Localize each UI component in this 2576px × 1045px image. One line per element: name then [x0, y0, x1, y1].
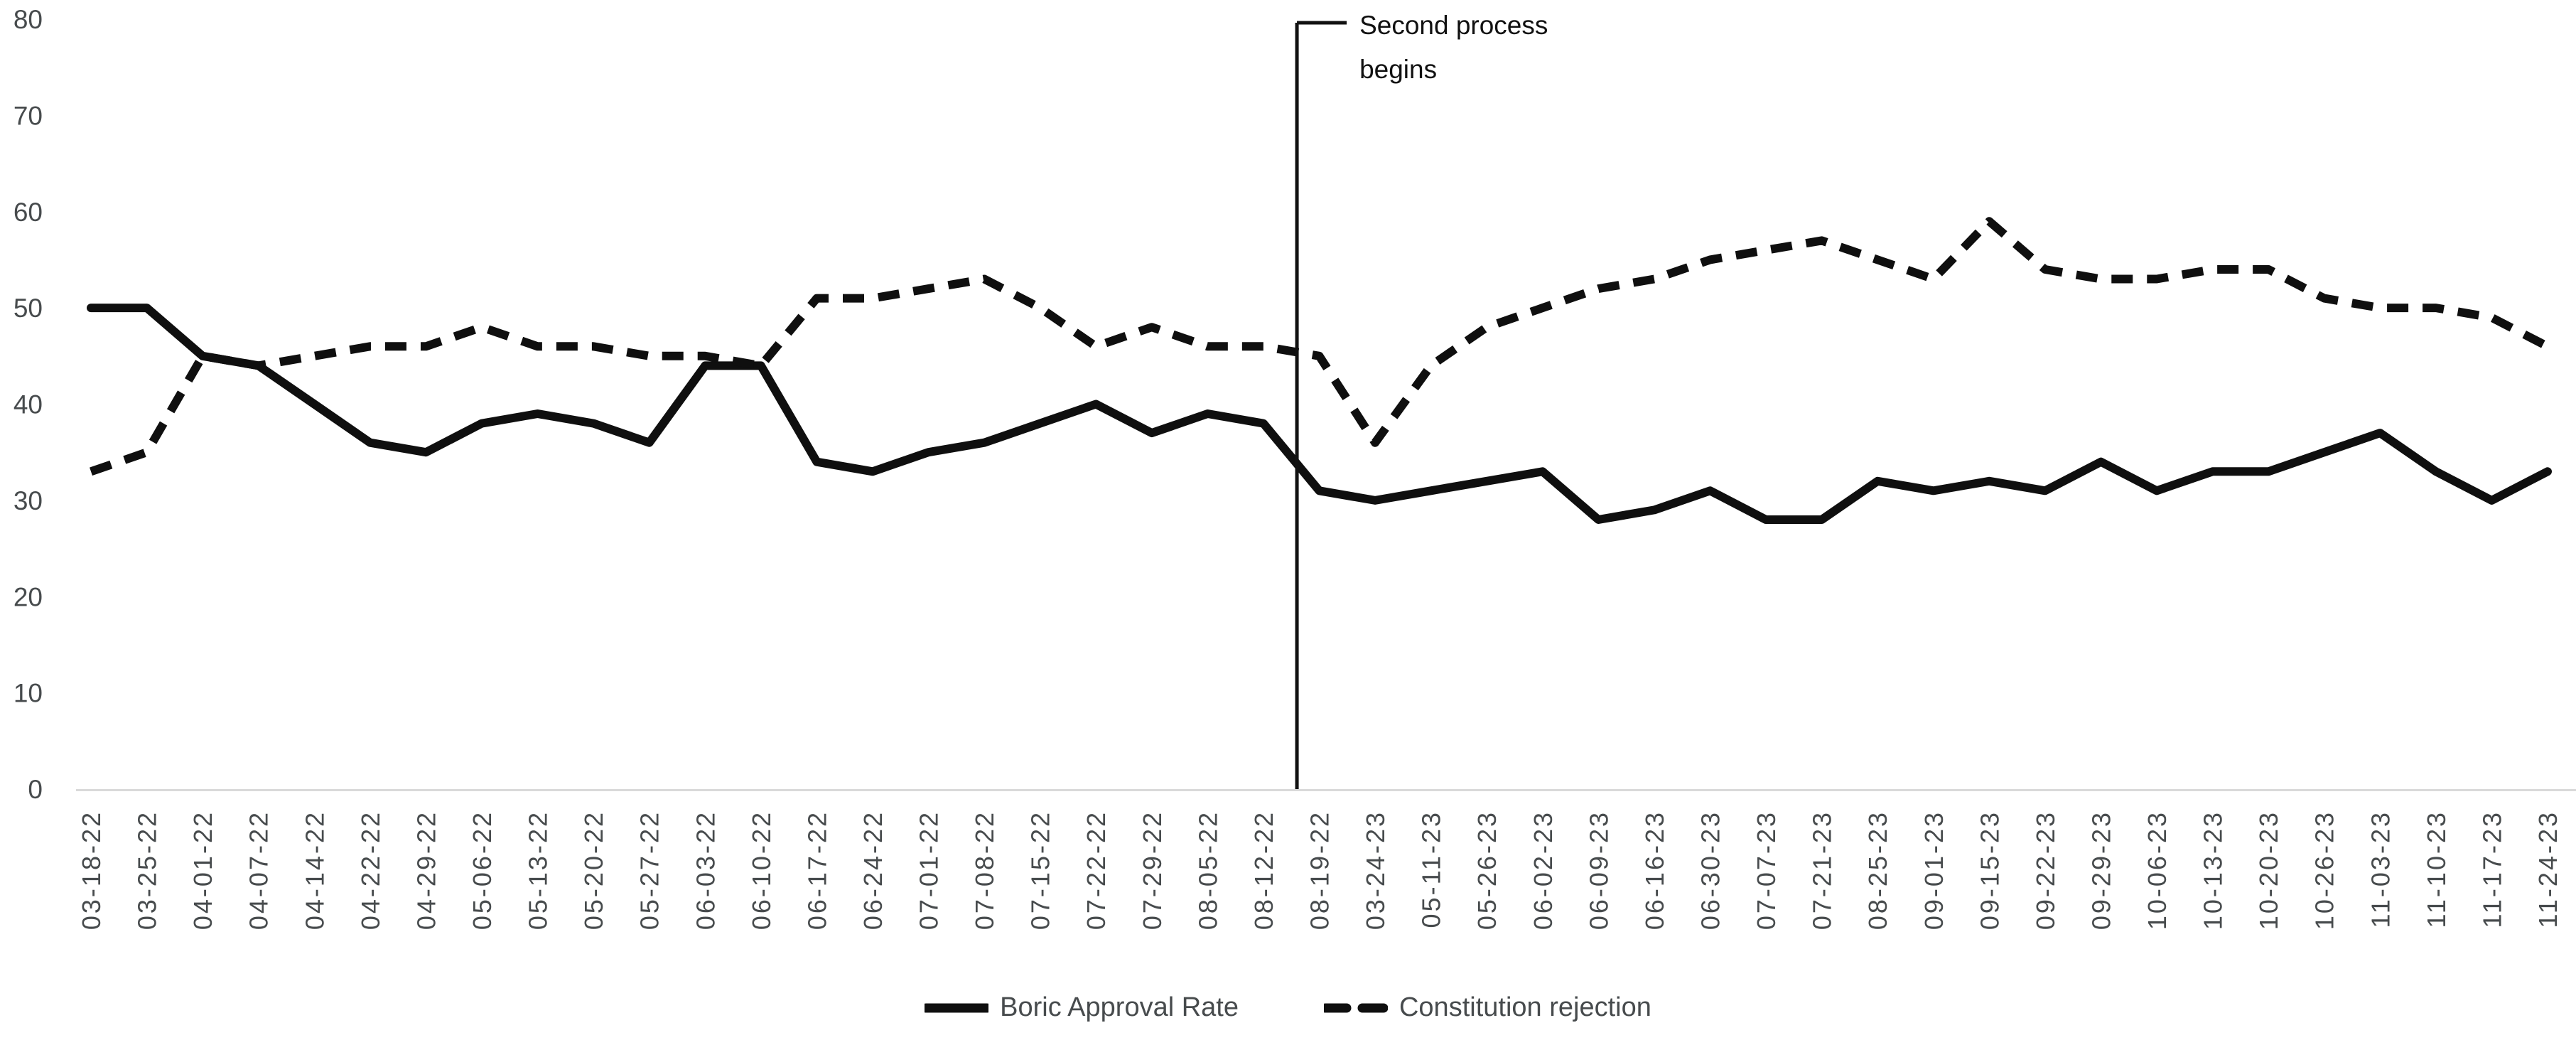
boric-approval-rate-line	[87, 304, 2552, 524]
x-tick-label: 03-25-22	[133, 810, 162, 930]
series-lines	[87, 217, 2552, 524]
x-tick-label: 05-27-22	[635, 810, 664, 930]
x-tick-label: 06-30-23	[1696, 810, 1725, 930]
solid-line-key-icon	[925, 1003, 989, 1012]
x-tick-label: 11-03-23	[2366, 810, 2395, 928]
y-tick-label: 60	[14, 198, 43, 227]
constitution-rejection-line	[90, 217, 2550, 476]
y-axis-labels: 0 10 20 30 40 50 60 70 80	[14, 5, 43, 804]
x-tick-label: 10-13-23	[2199, 810, 2228, 930]
legend-item-boric-approval-rate: Boric Approval Rate	[925, 992, 1239, 1023]
x-tick-label: 06-03-22	[691, 810, 720, 930]
x-tick-label: 06-02-23	[1529, 810, 1558, 930]
x-tick-label: 06-09-23	[1584, 810, 1613, 930]
y-tick-label: 50	[14, 294, 43, 323]
y-tick-label: 80	[14, 5, 43, 34]
x-tick-label: 04-14-22	[300, 810, 329, 930]
x-tick-label: 08-05-22	[1193, 810, 1222, 930]
x-tick-label: 11-10-23	[2422, 810, 2451, 928]
x-tick-label: 09-15-23	[1975, 810, 2004, 930]
x-tick-label: 06-16-23	[1640, 810, 1669, 930]
x-tick-label: 03-18-22	[77, 810, 106, 930]
x-tick-label: 04-29-22	[411, 810, 441, 930]
x-tick-label: 07-29-22	[1138, 810, 1167, 930]
x-tick-label: 04-22-22	[356, 810, 385, 930]
annotation: Second process begins	[1295, 11, 1556, 789]
x-tick-label: 11-17-23	[2477, 810, 2506, 928]
annotation-label: Second process begins	[1359, 11, 1556, 84]
x-tick-label: 09-29-23	[2086, 810, 2116, 930]
x-tick-label: 11-24-23	[2533, 810, 2562, 928]
x-tick-label: 05-26-23	[1472, 810, 1502, 930]
y-tick-label: 70	[14, 101, 43, 130]
x-tick-label: 06-17-22	[802, 810, 831, 930]
y-tick-label: 10	[14, 679, 43, 708]
annotation-label-line1: Second process	[1359, 11, 1548, 40]
y-tick-label: 40	[14, 390, 43, 419]
y-tick-label: 30	[14, 486, 43, 515]
x-tick-label: 06-24-22	[858, 810, 888, 930]
x-tick-label: 05-20-22	[579, 810, 608, 930]
x-tick-label: 08-19-22	[1305, 810, 1335, 930]
x-tick-label: 10-26-23	[2310, 810, 2339, 930]
x-tick-label: 05-06-22	[468, 810, 497, 930]
x-tick-label: 06-10-22	[747, 810, 776, 930]
y-tick-label: 20	[14, 582, 43, 611]
x-tick-label: 05-13-22	[524, 810, 553, 930]
x-axis-labels: 03-18-22 03-25-22 04-01-22 04-07-22 04-14-22…	[77, 810, 2562, 930]
y-tick-label: 0	[28, 775, 43, 804]
x-tick-label: 08-25-23	[1863, 810, 1892, 930]
legend-label: Boric Approval Rate	[1000, 992, 1239, 1022]
legend-label: Constitution rejection	[1399, 992, 1651, 1022]
x-tick-label: 10-06-23	[2143, 810, 2172, 930]
annotation-label-line2: begins	[1359, 55, 1437, 84]
x-tick-label: 09-22-23	[2031, 810, 2060, 930]
x-tick-label: 04-07-22	[244, 810, 274, 930]
x-tick-label: 07-22-22	[1082, 810, 1111, 930]
legend-item-constitution-rejection: Constitution rejection	[1323, 992, 1651, 1023]
x-tick-label: 07-01-22	[915, 810, 944, 930]
x-tick-label: 08-12-22	[1249, 810, 1278, 930]
x-tick-label: 10-20-23	[2254, 810, 2283, 930]
x-tick-label: 03-24-23	[1361, 810, 1390, 930]
legend: Boric Approval Rate Constitution rejecti…	[0, 992, 2576, 1023]
x-tick-label: 07-07-23	[1752, 810, 1781, 930]
x-tick-label: 09-01-23	[1919, 810, 1949, 930]
x-tick-label: 07-08-22	[970, 810, 999, 930]
dashed-line-key-icon	[1323, 1003, 1388, 1012]
x-tick-label: 07-21-23	[1808, 810, 1837, 930]
x-tick-label: 04-01-22	[188, 810, 217, 930]
x-tick-label: 07-15-22	[1026, 810, 1055, 930]
x-tick-label: 05-11-23	[1417, 810, 1446, 928]
